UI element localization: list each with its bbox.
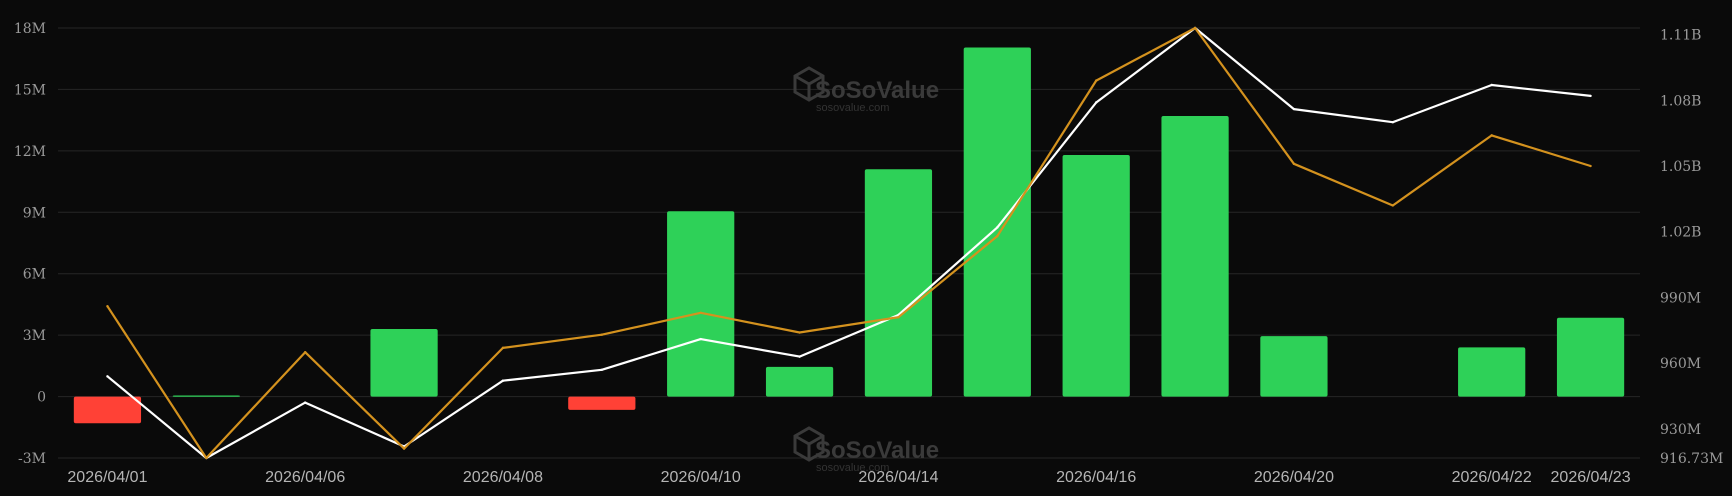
line-point — [1391, 121, 1395, 124]
left-tick-label: 3M — [23, 328, 46, 344]
line-point — [106, 305, 109, 308]
line-point — [1292, 162, 1296, 166]
right-axis: 1.11B 1.08B 1.05B 1.02B 990M 960M 930M 916.73M — [1660, 28, 1723, 467]
bar — [765, 366, 834, 397]
x-tick-label: 2026/04/01 — [67, 469, 147, 486]
bar — [1556, 317, 1625, 397]
line-point — [1193, 26, 1197, 30]
line-point — [1490, 134, 1493, 137]
bar — [568, 396, 636, 410]
sosovalue-logo-icon — [793, 66, 825, 102]
line-point — [402, 447, 406, 450]
left-tick-label: -3M — [18, 451, 46, 467]
bar — [370, 329, 438, 397]
sosovalue-logo-icon — [793, 426, 825, 462]
line-point — [897, 315, 900, 319]
x-tick-label: 2026/04/22 — [1452, 469, 1532, 486]
x-tick-label: 2026/04/16 — [1056, 469, 1136, 486]
x-tick-label: 2026/04/23 — [1551, 469, 1631, 486]
right-tick-label: 1.02B — [1660, 225, 1701, 241]
line-point — [1292, 107, 1296, 111]
bar — [1161, 116, 1229, 397]
watermark-site: sosovalue.com — [816, 462, 889, 474]
right-tick-label: 1.05B — [1660, 159, 1701, 175]
bar — [172, 395, 240, 397]
line-point — [798, 331, 801, 334]
bar — [963, 47, 1031, 397]
bar-series — [73, 47, 1625, 424]
right-tick-label: 1.11B — [1660, 28, 1701, 44]
line-point — [600, 368, 604, 371]
line-point — [1490, 83, 1493, 87]
white-line-series — [106, 26, 1591, 460]
line-point — [303, 351, 307, 354]
line-point — [996, 234, 999, 238]
right-tick-label: 916.73M — [1660, 451, 1723, 467]
left-tick-label: 18M — [14, 21, 46, 37]
left-axis: 18M 15M 12M 9M 6M 3M 0 -3M — [14, 21, 46, 467]
right-tick-label: 1.08B — [1660, 93, 1701, 109]
line-point — [1589, 94, 1592, 98]
line-point — [303, 401, 307, 404]
right-tick-label: 990M — [1660, 290, 1701, 306]
watermarks: SoSoValuesosovalue.comSoSoValuesosovalue… — [793, 66, 939, 474]
watermark-site: sosovalue.com — [816, 102, 889, 114]
right-tick-label: 960M — [1660, 356, 1701, 372]
line-point — [996, 226, 999, 229]
line-point — [1589, 164, 1592, 168]
right-tick-label: 930M — [1660, 422, 1701, 438]
x-axis: 2026/04/01 2026/04/06 2026/04/08 2026/04/10… — [67, 469, 1630, 486]
line-point — [1391, 204, 1395, 207]
gold-line-series — [106, 26, 1591, 460]
x-tick-label: 2026/04/10 — [661, 469, 741, 486]
bar — [1458, 347, 1526, 397]
line-point — [600, 333, 604, 336]
watermark-brand: SoSoValue — [815, 437, 939, 464]
line-point — [699, 311, 702, 315]
line-point — [798, 355, 801, 358]
bar — [1260, 336, 1328, 397]
line-point — [501, 346, 505, 350]
watermark-brand: SoSoValue — [815, 77, 939, 104]
line-series — [106, 26, 1592, 460]
left-tick-label: 9M — [23, 205, 46, 221]
line-point — [106, 375, 109, 378]
bar — [1062, 154, 1130, 397]
left-tick-label: 0 — [37, 390, 46, 406]
x-tick-label: 2026/04/06 — [265, 469, 345, 486]
line-point — [1094, 101, 1098, 104]
left-tick-label: 15M — [14, 82, 46, 98]
x-tick-label: 2026/04/08 — [463, 469, 543, 486]
left-tick-label: 6M — [23, 267, 46, 283]
line-point — [205, 456, 208, 460]
x-tick-label: 2026/04/20 — [1254, 469, 1334, 486]
bar — [667, 211, 735, 397]
line-point — [1094, 79, 1098, 82]
line-point — [501, 379, 505, 382]
left-tick-label: 12M — [14, 144, 46, 160]
x-tick-label: 2026/04/14 — [858, 469, 938, 486]
bar — [864, 169, 933, 397]
line-point — [699, 337, 702, 341]
bar — [73, 396, 142, 424]
